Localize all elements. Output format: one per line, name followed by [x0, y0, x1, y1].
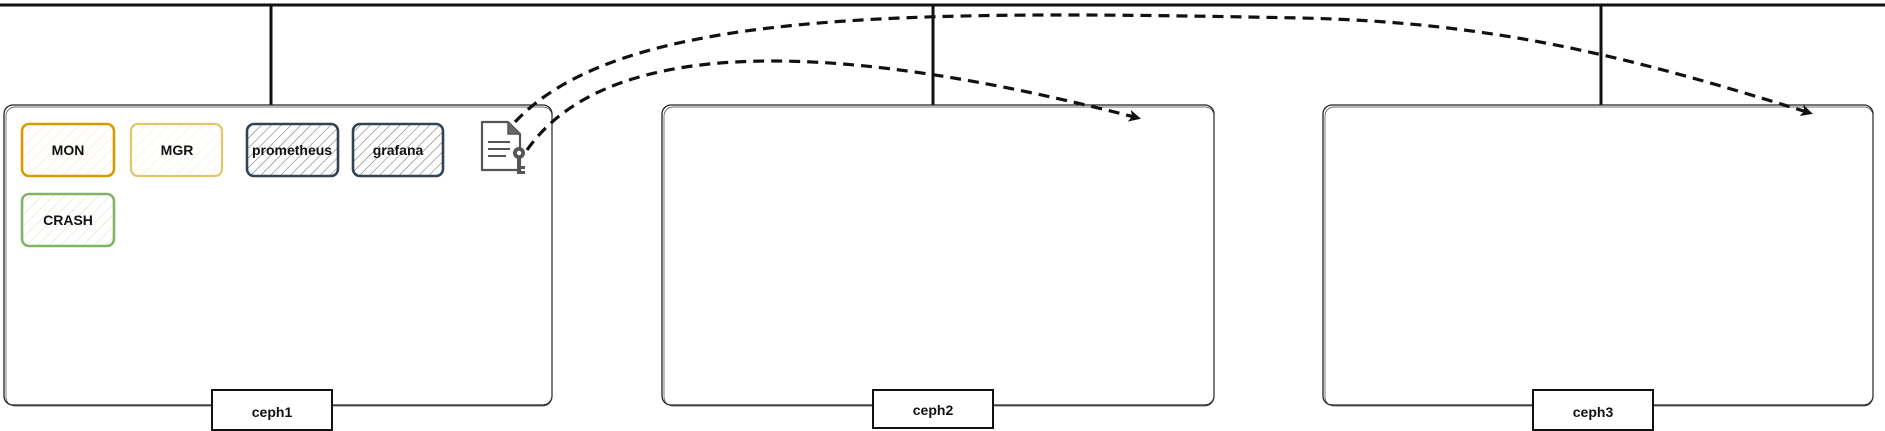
node-ceph3-label-box: [1532, 389, 1654, 431]
service-mgr-label: MGR: [161, 142, 194, 158]
key-file-icon: [480, 120, 525, 174]
arrow-to-ceph2: [525, 59, 1141, 151]
node-ceph2-box: [661, 104, 1215, 406]
distribution-arrows: [513, 13, 1813, 151]
node-ceph3-box: [1322, 104, 1874, 406]
node-ceph1-label-box: [211, 389, 333, 431]
arrow-to-ceph3: [513, 13, 1813, 124]
service-grafana-label: grafana: [373, 142, 424, 158]
service-prometheus: prometheus: [245, 122, 340, 178]
service-mon: MON: [20, 122, 116, 178]
service-grafana: grafana: [351, 122, 445, 178]
service-crash: CRASH: [20, 192, 116, 248]
node-ceph1: ceph1: [3, 5, 553, 431]
service-crash-label: CRASH: [43, 212, 93, 228]
service-mon-label: MON: [52, 142, 85, 158]
node-ceph3: ceph3: [1322, 5, 1874, 431]
node-ceph1-label: ceph1: [252, 404, 293, 420]
node-ceph2-label: ceph2: [913, 402, 954, 418]
node-ceph2: ceph2: [661, 5, 1215, 429]
service-mgr: MGR: [129, 122, 224, 178]
node-ceph3-label: ceph3: [1573, 404, 1614, 420]
service-prometheus-label: prometheus: [252, 142, 332, 158]
node-ceph2-label-box: [872, 389, 994, 429]
